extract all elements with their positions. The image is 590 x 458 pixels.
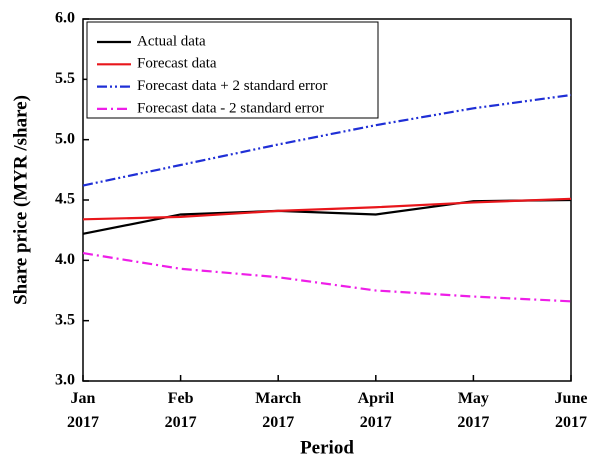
y-tick-label: 5.5: [55, 70, 75, 87]
x-tick-label: March 2017: [255, 390, 302, 431]
x-tick-label: Jan 2017: [67, 390, 99, 431]
legend-label: Forecast data + 2 standard error: [137, 78, 327, 94]
x-tick-label: Feb 2017: [164, 390, 197, 431]
x-tick-label: April 2017: [357, 390, 395, 431]
x-tick-label: June 2017: [554, 390, 588, 431]
legend-box: [86, 21, 379, 119]
x-axis-title: Period: [300, 437, 354, 458]
y-tick-label: 3.0: [55, 372, 75, 389]
y-tick-label: 3.5: [55, 311, 75, 328]
series-line: [82, 197, 572, 221]
legend-label: Actual data: [137, 33, 206, 49]
legend-label: Forecast data - 2 standard error: [137, 100, 324, 116]
y-tick-label: 5.0: [55, 130, 75, 147]
legend-label: Forecast data: [137, 56, 217, 72]
y-axis-title: Share price (MYR /share): [10, 95, 31, 305]
y-tick-label: 4.5: [55, 191, 75, 208]
y-tick-label: 4.0: [55, 251, 75, 268]
series-line: [82, 252, 572, 303]
y-tick-label: 6.0: [55, 10, 75, 27]
x-tick-label: May 2017: [457, 390, 490, 431]
series-line: [82, 93, 572, 187]
